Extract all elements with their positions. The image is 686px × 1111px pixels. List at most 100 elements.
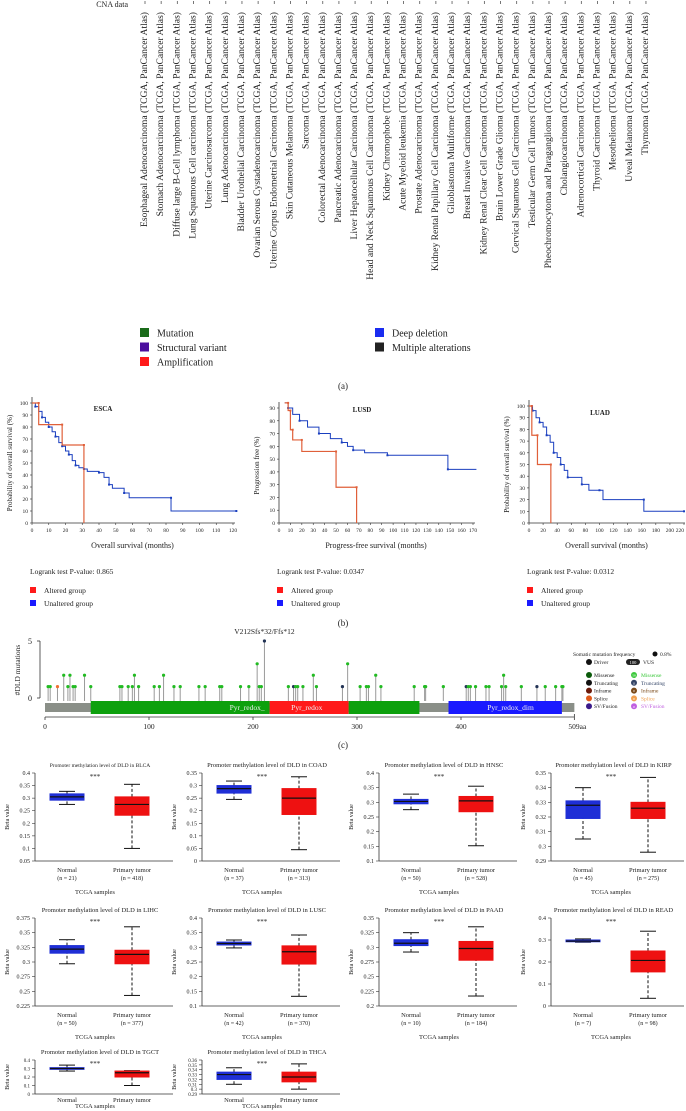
x-tick-label: 30 [310, 528, 316, 534]
x-tick-label: 120 [229, 528, 238, 534]
x-tick-label: 80 [583, 528, 589, 534]
censor-mark [61, 445, 64, 448]
lollipop-head [374, 673, 378, 677]
censor-mark [598, 489, 601, 492]
survival-curve-altered [529, 405, 552, 523]
y-tick-label: 0.29 [188, 1093, 197, 1098]
legend-dot [631, 679, 637, 686]
legend-swatch [140, 357, 149, 366]
y-tick-label: 100 [517, 404, 526, 410]
y-tick-label: 0.2 [23, 821, 31, 827]
y-tick-label: 20 [270, 495, 276, 501]
y-tick-label: 0.4 [24, 1059, 31, 1064]
x-tick-label: 60 [569, 528, 575, 534]
legend-label: Unaltered group [541, 599, 590, 608]
chart-title: Promoter methylation level of DLD in KIR… [555, 762, 672, 769]
censor-mark [559, 463, 562, 466]
cancer-type-label: Breast Invasive Carcinoma (TCGA, PanCanc… [462, 12, 473, 219]
y-tick-label: 0.2 [539, 960, 547, 966]
censor-mark [34, 405, 37, 408]
box-tumor [630, 801, 666, 819]
protein-domain [90, 701, 270, 714]
y-tick-label: 40 [520, 474, 526, 480]
y-axis-label: Beta value [349, 949, 355, 975]
y-tick-label: 0.375 [17, 916, 31, 922]
y-tick-label: 0.325 [17, 945, 31, 951]
significance-stars: *** [90, 1060, 101, 1068]
cancer-type-label: Colorectal Adenocarcinoma (TCGA, PanCanc… [317, 12, 328, 223]
censor-mark [74, 464, 77, 467]
chart-title: Promoter methylation level of DLD in COA… [207, 762, 327, 769]
y-tick-label: 0.2 [367, 830, 375, 836]
y-tick-label: 0.1 [190, 834, 198, 840]
y-tick-label: 0.15 [187, 989, 198, 995]
censor-mark [683, 510, 685, 513]
legend-badge: 58 [632, 674, 636, 678]
legend-badge: 0 [633, 705, 635, 709]
group-label: Normal [224, 1012, 244, 1019]
chart-title: Promoter methylation level of DLD in LUS… [208, 907, 326, 914]
censor-mark [54, 435, 57, 438]
lollipop-head [314, 685, 319, 689]
y-tick-label: 0.25 [20, 809, 31, 815]
x-axis-label: TCGA samples [75, 1034, 115, 1041]
legend-badge: 11 [632, 681, 636, 685]
group-n: (n = 275) [637, 875, 659, 882]
y-tick-label: 0.275 [17, 975, 31, 981]
legend-dot [631, 695, 637, 702]
x-tick-label: 70 [147, 528, 153, 534]
x-tick-label: 120 [609, 528, 618, 534]
lollipop-head [468, 685, 472, 689]
y-tick-label: 0.15 [20, 834, 31, 840]
cancer-type-label: Cholangiocarcinoma (TCGA, PanCancer Atla… [559, 12, 570, 195]
chart-title: ESCA [94, 405, 113, 413]
y-tick-label: 0.3 [367, 800, 375, 806]
survival-curve-unaltered [529, 405, 685, 512]
lollipop-head [55, 685, 60, 689]
lollipop-head [220, 685, 224, 689]
legend-label: Truncating [594, 681, 618, 687]
significance-stars: *** [257, 918, 268, 926]
y-tick-label: 0.1 [367, 859, 375, 865]
y-tick-label: 0 [28, 1093, 31, 1098]
y-tick-label: 60 [270, 444, 276, 450]
y-tick-label: 60 [23, 449, 29, 455]
cancer-type-label: Head and Neck Squamous Cell Carcinoma (T… [365, 12, 376, 280]
y-tick-label: 0 [272, 521, 275, 527]
lollipop-head [247, 685, 251, 689]
domain-label: Pyr_redox_ [230, 703, 265, 712]
lollipop-head [132, 673, 137, 677]
y-tick-label: 0.33 [188, 1074, 197, 1079]
group-n: (n = 7) [575, 1020, 591, 1027]
chart-title: LUAD [590, 409, 610, 417]
y-axis-label: Beta value [349, 804, 355, 830]
y-axis-label: Beta value [5, 1064, 11, 1090]
y-axis-label: Beta value [521, 804, 527, 830]
y-tick-label: 70 [270, 432, 276, 438]
lollipop-head [157, 685, 161, 689]
legend-swatch [277, 587, 283, 593]
y-tick-label: 0.225 [361, 989, 375, 995]
y-tick-label: 0.25 [20, 989, 31, 995]
cancer-type-label: Kidney Renal Clear Cell Carcinoma (TCGA,… [478, 12, 489, 254]
legend-label: Missense [641, 673, 662, 679]
group-n: (n = 98) [638, 1020, 657, 1027]
logrank-pvalue: Logrank test P-value: 0.0312 [527, 567, 614, 576]
y-tick-label: 0.31 [536, 830, 547, 836]
y-tick-label: 0.4 [539, 916, 547, 922]
y-tick-label: 90 [23, 413, 29, 419]
x-tick-label: 400 [455, 722, 467, 731]
cancer-type-label: Liver Hepatocellular Carcinoma (TCGA, Pa… [349, 12, 360, 240]
x-tick-label: 110 [212, 528, 220, 534]
y-axis-label: Beta value [172, 1064, 178, 1090]
y-tick-label: 0.3 [23, 796, 31, 802]
box-tumor [281, 945, 317, 965]
y-tick-label: 0.35 [20, 784, 31, 790]
x-tick-label: 300 [351, 722, 363, 731]
censor-mark [538, 421, 541, 424]
cancer-type-label: Pancreatic Adenocarcinoma (TCGA, PanCanc… [333, 12, 344, 223]
censor-mark [108, 483, 111, 486]
x-tick-label: 20 [299, 528, 305, 534]
y-tick-label: 50 [23, 461, 29, 467]
logrank-pvalue: Logrank test P-value: 0.0347 [277, 567, 364, 576]
